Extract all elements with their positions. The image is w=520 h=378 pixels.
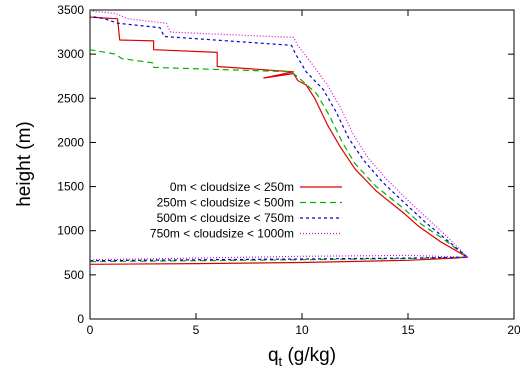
x-axis-label-main: q <box>268 345 279 366</box>
x-axis-label-subscript: t <box>279 354 283 369</box>
axis-ticks: 0 5 10 15 20 0 500 1000 1500 2000 2500 3000 3500 <box>57 3 520 337</box>
y-tick-label: 500 <box>64 268 84 282</box>
x-tick-label: 5 <box>193 323 200 337</box>
x-axis-label: qt (g/kg) <box>268 345 336 369</box>
y-tick-label: 0 <box>77 312 84 326</box>
legend-label-4: 750m < cloudsize < 1000m <box>150 227 294 241</box>
y-tick-label: 1500 <box>57 180 84 194</box>
x-tick-label: 10 <box>295 323 309 337</box>
x-tick-label: 0 <box>87 323 94 337</box>
series-line-3 <box>89 15 468 262</box>
legend: 0m < cloudsize < 250m 250m < cloudsize < … <box>150 180 342 241</box>
x-axis-label-unit: (g/kg) <box>282 345 336 366</box>
y-tick-label: 3000 <box>57 47 84 61</box>
series-layer <box>89 10 468 265</box>
x-tick-label: 15 <box>401 323 415 337</box>
legend-label-3: 500m < cloudsize < 750m <box>157 211 294 225</box>
y-tick-label: 2500 <box>57 91 84 105</box>
y-tick-label: 1000 <box>57 224 84 238</box>
x-tick-label: 20 <box>507 323 520 337</box>
y-axis-label: height (m) <box>14 121 35 207</box>
legend-label-1: 0m < cloudsize < 250m <box>170 180 294 194</box>
y-tick-label: 3500 <box>57 3 84 17</box>
legend-label-2: 250m < cloudsize < 500m <box>157 196 294 210</box>
series-line-4 <box>89 10 468 261</box>
plot-frame <box>89 9 515 320</box>
y-tick-label: 2000 <box>57 135 84 149</box>
